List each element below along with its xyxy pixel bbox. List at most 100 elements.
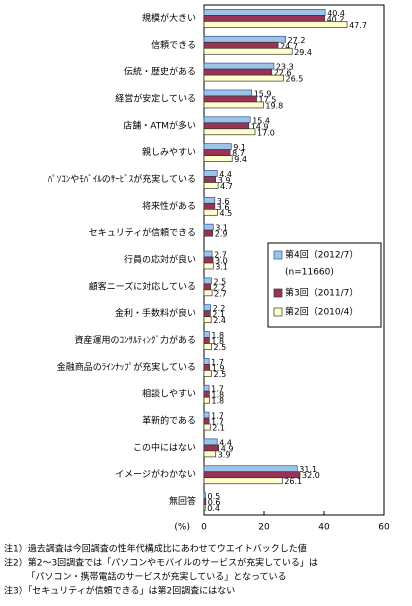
bar <box>203 283 211 291</box>
value-label: 4.4 <box>219 438 232 447</box>
bar <box>203 143 232 150</box>
bar <box>203 465 298 473</box>
legend-label: 第4回（2012/7） <box>285 249 358 261</box>
legend-label: 第2回（2010/4） <box>285 306 358 318</box>
value-label: 1.7 <box>211 358 224 367</box>
bar <box>203 35 286 43</box>
y-tick-label: セキュリティが信頼できる <box>89 227 196 239</box>
x-tick-label: 60 <box>378 523 390 533</box>
y-tick-label: 親しみやすい <box>142 146 196 158</box>
y-tick-label: 経営が安定している <box>115 92 196 104</box>
value-label: 3.9 <box>218 450 231 459</box>
value-label: 17.5 <box>259 95 277 104</box>
value-label: 22.6 <box>274 69 292 78</box>
bar <box>203 364 211 371</box>
bar <box>203 41 279 49</box>
bar <box>203 358 210 365</box>
y-tick-label: 金利・手数料が良い <box>115 307 196 319</box>
bar <box>203 262 214 270</box>
y-tick-label: 革新的である <box>142 415 196 427</box>
bar <box>203 492 206 499</box>
bar <box>203 411 210 419</box>
y-tick-label: ﾊﾟｿｺﾝやﾓﾊﾞｲﾙのｻｰﾋﾞｽが充実している <box>48 173 196 185</box>
legend-swatch <box>273 288 283 298</box>
y-tick-label: 相談しやすい <box>142 388 196 400</box>
y-tick-label: 店舗・ATMが多い <box>123 119 196 131</box>
legend-swatch <box>273 250 283 260</box>
x-tick-label: 0 <box>201 523 207 533</box>
bar <box>203 250 213 258</box>
note: 注1）過去調査は今回調査の性年代構成比にあわせてウエイトバックした値 <box>4 543 307 555</box>
value-label: 1.8 <box>211 397 224 406</box>
value-label: 14.9 <box>251 122 269 131</box>
value-label: 40.4 <box>327 9 345 18</box>
value-label: 1.7 <box>211 412 224 421</box>
bar <box>203 149 231 156</box>
bar <box>203 176 217 183</box>
bar <box>203 370 212 377</box>
value-label: 23.3 <box>276 63 294 72</box>
bar <box>203 304 211 312</box>
legend-box <box>267 242 382 328</box>
y-tick-label: 信頼できる <box>151 39 196 51</box>
bar <box>203 438 218 446</box>
value-label: 32.0 <box>302 471 320 480</box>
value-label: 47.7 <box>349 21 367 30</box>
bar <box>203 95 257 103</box>
bar <box>203 444 220 452</box>
bar <box>203 477 283 485</box>
bar <box>203 310 211 318</box>
value-label: 2.5 <box>214 277 227 286</box>
value-label: 15.4 <box>252 116 270 125</box>
x-axis-label: (%) <box>174 523 190 533</box>
value-label: 2.2 <box>213 304 226 313</box>
bar <box>203 256 214 264</box>
y-tick-label: 規模が大きい <box>142 12 196 24</box>
value-label: 9.1 <box>233 143 246 152</box>
bar <box>203 423 211 431</box>
value-label: 3.6 <box>217 197 230 206</box>
bar <box>203 62 275 70</box>
y-tick-label: 行員の応対が良い <box>124 254 196 266</box>
value-label: 1.8 <box>211 331 224 340</box>
bar <box>203 343 212 350</box>
value-label: 4.9 <box>221 444 234 453</box>
y-tick-label: 資産運用のｺﾝｻﾙﾃｨﾝｸﾞ力がある <box>74 334 196 346</box>
bar <box>203 417 210 425</box>
value-label: 40.2 <box>327 15 345 24</box>
value-label: 2.7 <box>214 251 227 260</box>
value-label: 2.5 <box>214 343 227 352</box>
bar <box>203 396 210 404</box>
value-label: 27.2 <box>288 36 306 45</box>
bar <box>203 9 326 16</box>
bar <box>203 277 212 285</box>
value-label: 8.7 <box>232 149 245 158</box>
value-label: 4.4 <box>219 170 232 179</box>
value-label: 26.5 <box>286 75 304 84</box>
bar <box>203 89 253 97</box>
value-label: 1.8 <box>211 337 224 346</box>
bar <box>203 316 212 324</box>
value-label: 3.6 <box>217 203 230 212</box>
y-tick-label: この中にはない <box>133 441 196 453</box>
value-label: 3.0 <box>215 257 228 266</box>
bar <box>203 21 348 28</box>
value-label: 17.0 <box>257 128 275 137</box>
y-tick-label: イメージがわかない <box>115 468 196 480</box>
value-label: 1.8 <box>211 391 224 400</box>
value-label: 3.1 <box>215 224 228 233</box>
bar <box>203 384 210 392</box>
bar <box>203 47 293 55</box>
y-tick-label: 無回答 <box>169 495 196 507</box>
bar <box>203 289 213 297</box>
bar <box>203 390 210 398</box>
legend-note: (n=11660) <box>285 268 334 278</box>
bar <box>203 498 207 505</box>
value-label: 2.1 <box>212 310 225 319</box>
bar <box>203 202 216 210</box>
value-label: 15.9 <box>254 89 272 98</box>
x-tick-label: 20 <box>258 523 270 533</box>
value-label: 2.7 <box>214 289 227 298</box>
value-label: 9.4 <box>234 155 247 164</box>
